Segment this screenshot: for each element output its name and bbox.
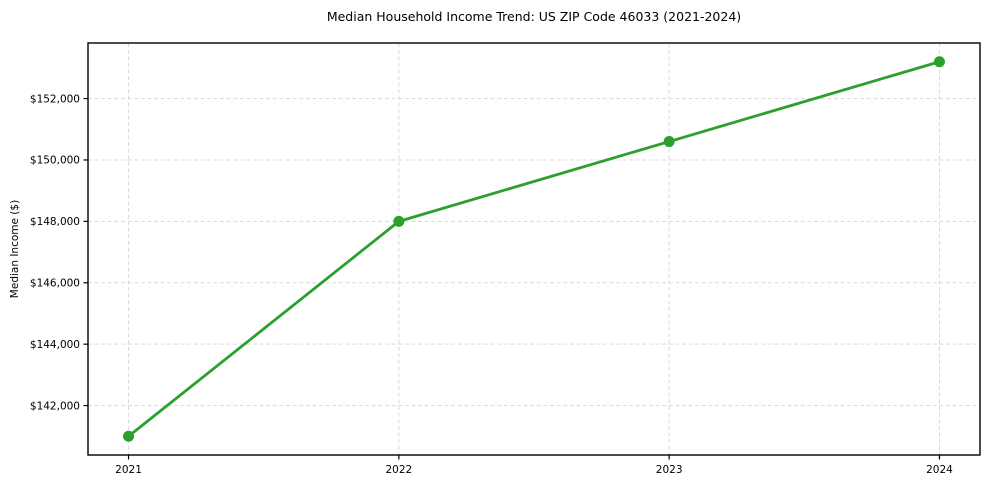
chart-title: Median Household Income Trend: US ZIP Co… xyxy=(326,9,742,24)
data-point-marker xyxy=(123,430,135,442)
x-tick-label: 2024 xyxy=(926,464,953,476)
y-tick-label: $150,000 xyxy=(30,155,80,167)
data-point-marker xyxy=(933,56,945,68)
y-tick-label: $142,000 xyxy=(30,400,80,412)
y-tick-label: $148,000 xyxy=(30,216,80,228)
y-tick-label: $146,000 xyxy=(30,277,80,289)
plot-border xyxy=(87,42,981,456)
x-tick-label: 2023 xyxy=(656,464,683,476)
y-tick-label: $144,000 xyxy=(30,339,80,351)
data-point-marker xyxy=(393,215,405,227)
y-tick-label: $152,000 xyxy=(30,93,80,105)
x-tick-label: 2022 xyxy=(385,464,412,476)
x-tick-label: 2021 xyxy=(115,464,142,476)
data-point-marker xyxy=(663,136,675,148)
trend-line xyxy=(127,60,941,438)
